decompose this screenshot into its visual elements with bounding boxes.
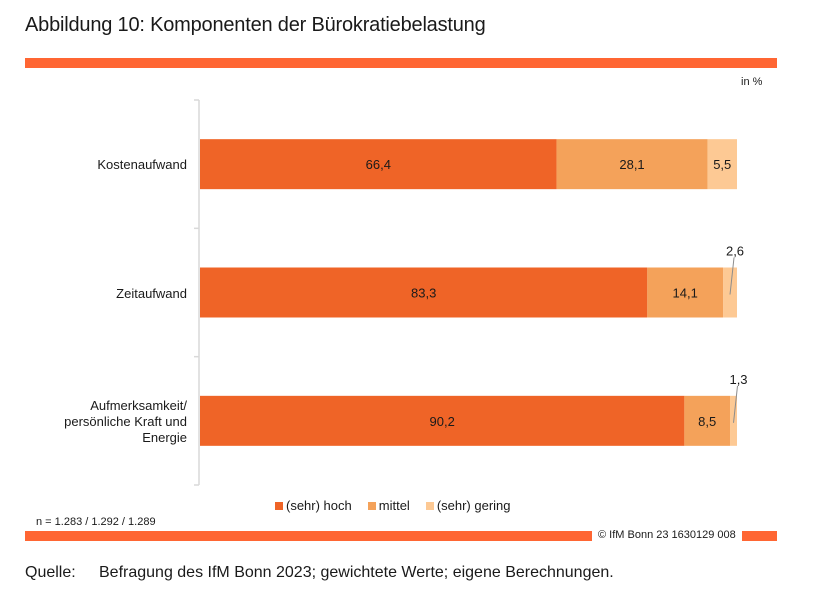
bar-segment-mittel <box>684 395 731 446</box>
category-label: Kostenaufwand <box>97 157 187 173</box>
bar-segment-gering <box>707 139 737 190</box>
copyright-credit: © IfM Bonn 23 1630129 008 <box>592 529 742 542</box>
bar-segment-hoch <box>200 267 648 318</box>
data-label: 66,4 <box>366 157 391 172</box>
data-label: 83,3 <box>411 286 436 301</box>
data-label: 14,1 <box>673 286 698 301</box>
data-label: 28,1 <box>619 157 644 172</box>
source-label: Quelle: <box>25 564 76 581</box>
category-label-line: Aufmerksamkeit/ <box>90 397 187 413</box>
data-label: 8,5 <box>698 414 716 429</box>
data-label-leader-line <box>733 385 739 423</box>
legend-swatch-gering <box>425 501 434 510</box>
category-label-line: Kostenaufwand <box>97 157 187 173</box>
unit-label: in % <box>741 76 763 88</box>
bar-segment-hoch <box>200 395 685 446</box>
data-label-leader-line <box>729 257 735 295</box>
category-label: Zeitaufwand <box>116 286 187 302</box>
category-label-line: Energie <box>142 429 187 445</box>
category-label-line: persönliche Kraft und <box>64 413 187 429</box>
bottom-accent-rule <box>25 531 777 541</box>
data-label: 2,6 <box>726 244 744 259</box>
data-label: 90,2 <box>430 414 455 429</box>
legend-item-hoch: (sehr) hoch <box>275 498 352 513</box>
data-label: 5,5 <box>713 157 731 172</box>
bar-segment-mittel <box>647 267 724 318</box>
data-label: 1,3 <box>729 372 747 387</box>
legend-label-gering: (sehr) gering <box>436 498 511 513</box>
legend-label-mittel: mittel <box>378 498 410 513</box>
category-label: Aufmerksamkeit/persönliche Kraft und Ener… <box>64 398 187 446</box>
legend: (sehr) hoch mittel (sehr) gering <box>275 498 511 513</box>
category-label-line: Zeitaufwand <box>116 285 187 301</box>
legend-label-hoch: (sehr) hoch <box>286 498 352 513</box>
legend-swatch-hoch <box>275 501 283 510</box>
sample-size-note: n = 1.283 / 1.292 / 1.289 <box>36 516 156 528</box>
figure-title: Abbildung 10: Komponenten der Bürokratie… <box>25 14 486 36</box>
source-text: Befragung des IfM Bonn 2023; gewichtete … <box>99 564 614 581</box>
legend-item-gering: (sehr) gering <box>425 498 511 513</box>
legend-item-mittel: mittel <box>367 498 410 513</box>
bar-segment-mittel <box>556 139 708 190</box>
bar-segment-hoch <box>200 139 557 190</box>
top-accent-rule <box>25 58 777 68</box>
legend-swatch-mittel <box>367 501 376 510</box>
source-note: Quelle: Befragung des IfM Bonn 2023; gewi… <box>25 564 614 582</box>
